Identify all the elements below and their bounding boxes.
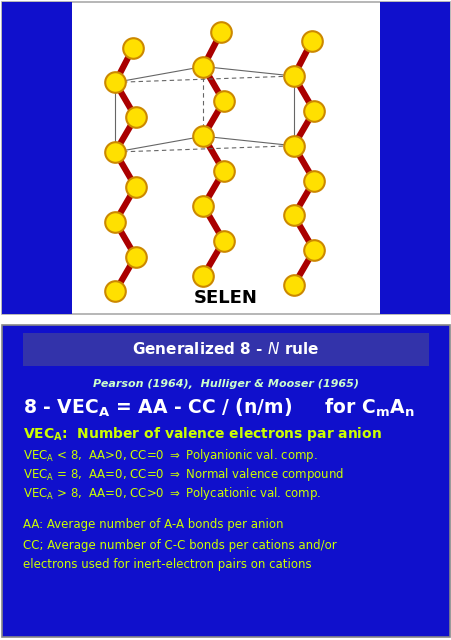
Point bbox=[132, 182, 139, 192]
Point bbox=[308, 36, 315, 46]
Text: VEC$_\mathregular{A}$:  Number of valence electrons par anion: VEC$_\mathregular{A}$: Number of valence… bbox=[23, 424, 381, 443]
Point bbox=[199, 271, 207, 281]
Point bbox=[132, 252, 139, 262]
Text: VEC$_\mathregular{A}$ > 8,  AA=0, CC>0 $\Rightarrow$ Polycationic val. comp.: VEC$_\mathregular{A}$ > 8, AA=0, CC>0 $\… bbox=[23, 485, 320, 502]
Text: AA: Average number of A-A bonds per anion: AA: Average number of A-A bonds per anio… bbox=[23, 518, 282, 531]
Text: SELEN: SELEN bbox=[193, 289, 258, 307]
Point bbox=[310, 175, 317, 186]
Text: 8 - VEC$_\mathregular{A}$ = AA - CC / (n/m)     for C$_\mathregular{m}$A$_\mathr: 8 - VEC$_\mathregular{A}$ = AA - CC / (n… bbox=[23, 397, 413, 419]
Point bbox=[199, 201, 207, 211]
Bar bbox=[379, 1, 449, 314]
Bar bbox=[2, 1, 72, 314]
Text: Generalized 8 - $\mathit{N}$ rule: Generalized 8 - $\mathit{N}$ rule bbox=[132, 340, 319, 357]
Point bbox=[111, 216, 119, 227]
Point bbox=[129, 42, 137, 52]
Point bbox=[132, 112, 139, 122]
Text: VEC$_\mathregular{A}$ = 8,  AA=0, CC=0 $\Rightarrow$ Normal valence compound: VEC$_\mathregular{A}$ = 8, AA=0, CC=0 $\… bbox=[23, 466, 343, 483]
Point bbox=[111, 286, 119, 296]
Point bbox=[290, 71, 297, 81]
Text: VEC$_\mathregular{A}$ < 8,  AA>0, CC=0 $\Rightarrow$ Polyanionic val. comp.: VEC$_\mathregular{A}$ < 8, AA>0, CC=0 $\… bbox=[23, 447, 317, 463]
Point bbox=[220, 96, 227, 106]
Point bbox=[220, 236, 227, 246]
Point bbox=[199, 61, 207, 72]
Bar bbox=[23, 333, 428, 366]
Point bbox=[220, 166, 227, 176]
Text: Pearson (1964),  Hulliger & Mooser (1965): Pearson (1964), Hulliger & Mooser (1965) bbox=[93, 379, 358, 389]
Point bbox=[310, 106, 317, 116]
Point bbox=[111, 77, 119, 88]
Point bbox=[290, 280, 297, 291]
Point bbox=[217, 27, 225, 37]
Point bbox=[199, 131, 207, 141]
Text: CC; Average number of C-C bonds per cations and/or: CC; Average number of C-C bonds per cati… bbox=[23, 539, 336, 552]
Point bbox=[111, 147, 119, 157]
Point bbox=[290, 211, 297, 221]
Point bbox=[310, 245, 317, 255]
Point bbox=[290, 141, 297, 151]
Text: electrons used for inert-electron pairs on cations: electrons used for inert-electron pairs … bbox=[23, 558, 311, 572]
